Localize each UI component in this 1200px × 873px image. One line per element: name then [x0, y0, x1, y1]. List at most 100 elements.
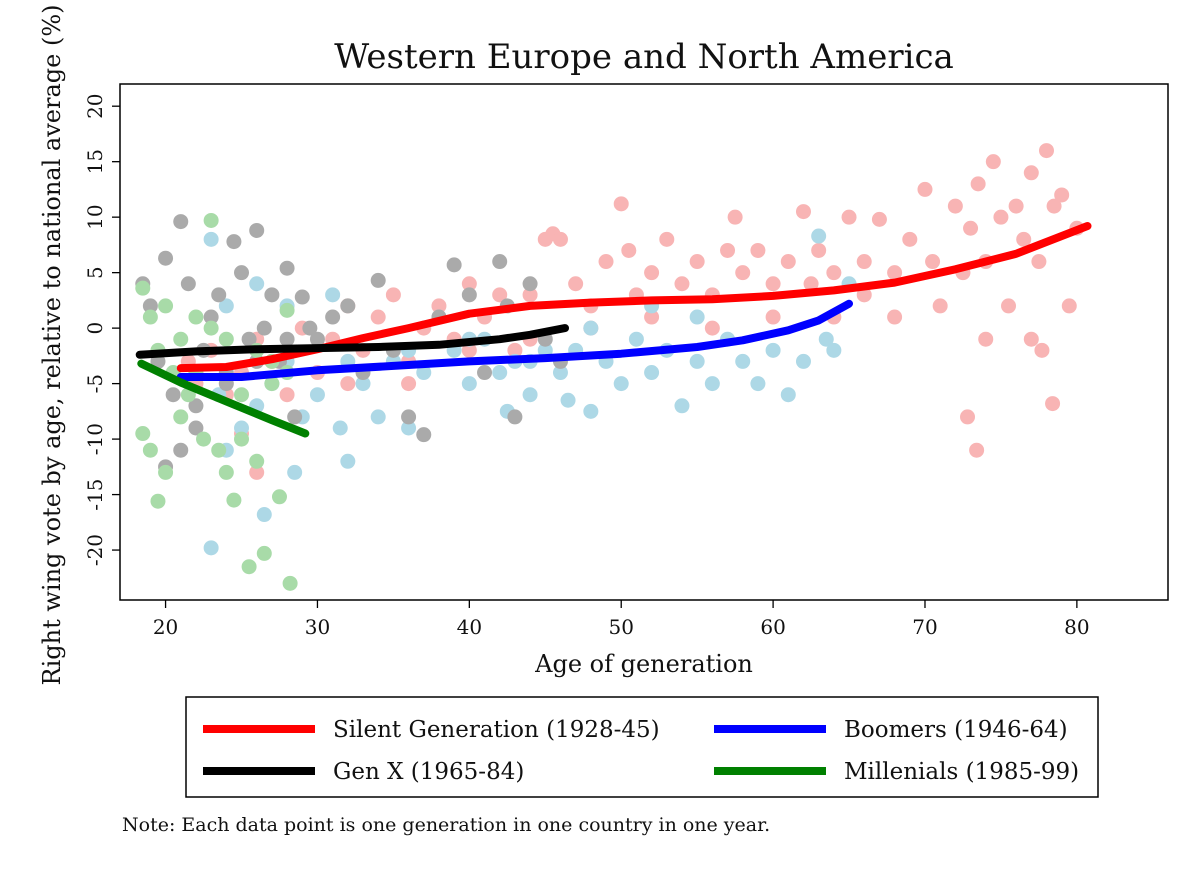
data-point [765, 342, 781, 358]
data-point [264, 376, 280, 392]
data-point [947, 198, 963, 214]
data-point [188, 420, 204, 436]
data-point [1054, 187, 1070, 203]
legend-label: Boomers (1946-64) [844, 717, 1068, 743]
data-point [158, 464, 174, 480]
y-tick-label: -5 [83, 374, 107, 393]
data-point [507, 342, 523, 358]
data-point [135, 426, 151, 442]
legend-label: Millenials (1985-99) [844, 759, 1079, 785]
data-point [401, 409, 417, 425]
data-point [256, 545, 272, 561]
data-point [522, 276, 538, 292]
data-point [780, 254, 796, 270]
plot-frame [119, 83, 1169, 601]
data-point [401, 420, 417, 436]
data-point [780, 387, 796, 403]
data-point [234, 265, 250, 281]
data-point [279, 302, 295, 318]
data-point [279, 387, 295, 403]
data-point [401, 376, 417, 392]
data-point [1038, 143, 1054, 159]
data-point [1023, 165, 1039, 181]
data-point [431, 298, 447, 314]
data-point [1046, 198, 1062, 214]
data-point [461, 276, 477, 292]
data-point [583, 320, 599, 336]
data-point [309, 387, 325, 403]
data-point [226, 492, 242, 508]
data-point [218, 331, 234, 347]
data-point [970, 176, 986, 192]
data-point [385, 287, 401, 303]
data-point [978, 331, 994, 347]
y-tick-label: -10 [83, 423, 107, 455]
data-point [720, 242, 736, 258]
data-point [795, 353, 811, 369]
legend-label: Gen X (1965-84) [333, 759, 524, 785]
data-point [287, 464, 303, 480]
data-point [241, 331, 257, 347]
data-point [750, 376, 766, 392]
data-point [158, 250, 174, 266]
chart-title: Western Europe and North America [334, 37, 954, 77]
data-point [234, 431, 250, 447]
data-point [659, 231, 675, 247]
data-point [704, 320, 720, 336]
data-point [1001, 298, 1017, 314]
data-point [552, 365, 568, 381]
legend-label: Silent Generation (1928-45) [333, 717, 660, 743]
data-point [644, 365, 660, 381]
y-tick-label: -15 [83, 478, 107, 510]
data-point [735, 353, 751, 369]
data-point [188, 398, 204, 414]
x-tick-label: 30 [305, 615, 330, 639]
data-point [644, 265, 660, 281]
data-point [249, 453, 265, 469]
data-point [689, 309, 705, 325]
data-point [765, 276, 781, 292]
data-point [1008, 198, 1024, 214]
data-point [180, 276, 196, 292]
plot-area [135, 143, 1092, 591]
data-point [173, 409, 189, 425]
data-point [142, 298, 158, 314]
data-point [560, 392, 576, 408]
data-point [279, 260, 295, 276]
data-point [294, 289, 310, 305]
data-point [309, 331, 325, 347]
data-point [628, 331, 644, 347]
data-point [203, 231, 219, 247]
series-points-0 [180, 143, 1085, 480]
y-tick-label: 10 [83, 204, 107, 229]
data-point [218, 298, 234, 314]
data-point [234, 387, 250, 403]
data-point [826, 265, 842, 281]
series-line-2 [135, 324, 569, 359]
data-point [325, 309, 341, 325]
y-tick-label: 20 [83, 93, 107, 118]
data-point [142, 442, 158, 458]
x-tick-label: 60 [760, 615, 785, 639]
data-point [1061, 298, 1077, 314]
footnote: Note: Each data point is one generation … [122, 814, 770, 836]
data-point [583, 403, 599, 419]
series-line-1 [176, 299, 853, 381]
data-point [795, 204, 811, 220]
x-tick-label: 70 [912, 615, 937, 639]
data-point [226, 234, 242, 250]
data-point [621, 242, 637, 258]
data-point [271, 489, 287, 505]
data-point [674, 398, 690, 414]
data-point [1031, 254, 1047, 270]
data-point [993, 209, 1009, 225]
data-point [340, 298, 356, 314]
x-axis-label: Age of generation [534, 650, 753, 678]
data-point [416, 365, 432, 381]
data-point [302, 320, 318, 336]
legend-box [185, 696, 1099, 798]
data-point [150, 493, 166, 509]
data-point [461, 376, 477, 392]
data-point [887, 309, 903, 325]
